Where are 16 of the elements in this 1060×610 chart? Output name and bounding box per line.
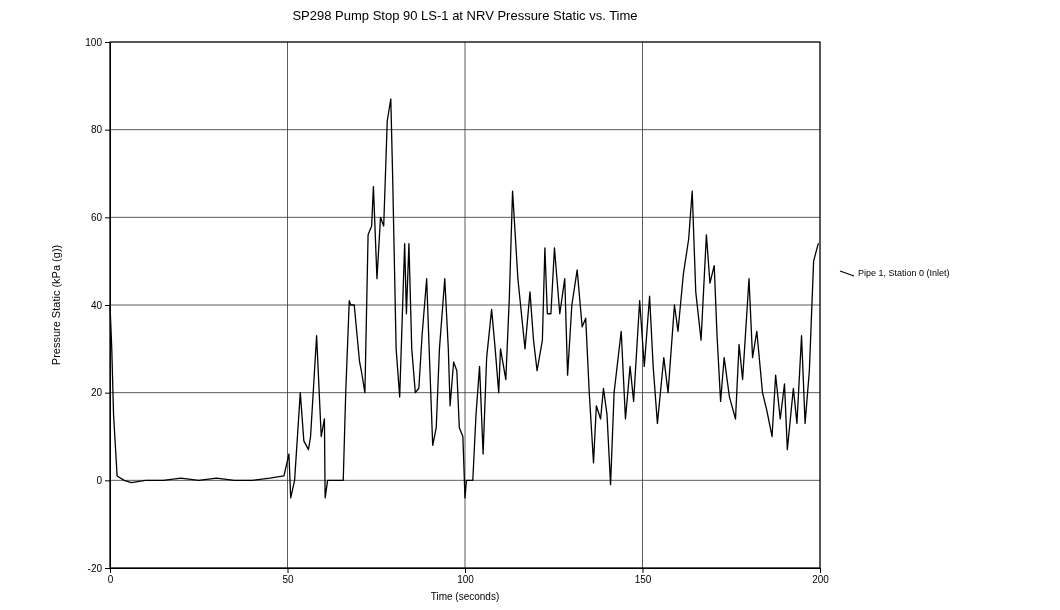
- x-axis-title: Time (seconds): [430, 591, 500, 602]
- chart-title: SP298 Pump Stop 90 LS-1 at NRV Pressure Static vs. Time: [292, 8, 638, 23]
- x-tick-label: 0: [107, 574, 114, 586]
- y-tick-label: 60: [90, 212, 103, 224]
- y-tick-label: -20: [87, 562, 103, 574]
- x-tick-label: 200: [812, 574, 830, 586]
- y-tick-label: 40: [90, 299, 103, 311]
- x-tick-label: 50: [282, 574, 294, 586]
- legend-label: Pipe 1, Station 0 (Inlet): [858, 268, 950, 278]
- x-tick-label: 100: [457, 574, 475, 586]
- y-tick-label: 0: [96, 475, 103, 487]
- y-axis-title: Pressure Static (kPa (g)): [50, 244, 62, 366]
- y-tick-label: 100: [85, 36, 103, 48]
- y-tick-label: 20: [90, 387, 103, 399]
- x-tick-label: 150: [634, 574, 652, 586]
- y-tick-label: 80: [90, 124, 103, 136]
